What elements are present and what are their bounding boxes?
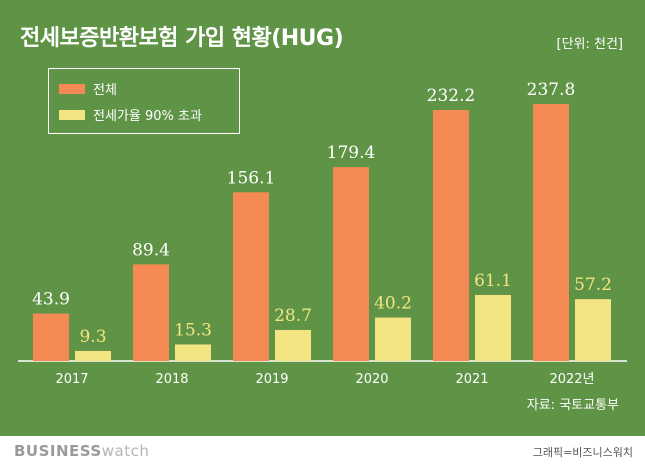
value-label-over90-5: 57.2 xyxy=(574,275,612,295)
bar-total-5 xyxy=(533,103,569,362)
bar-over90-4 xyxy=(475,294,511,361)
legend: 전체 전세가율 90% 초과 xyxy=(48,68,240,134)
bar-total-0 xyxy=(33,313,69,361)
bar-over90-3 xyxy=(375,317,411,361)
x-tick-label-0: 2017 xyxy=(55,372,88,387)
x-tick-label-1: 2018 xyxy=(155,372,188,387)
value-label-total-3: 179.4 xyxy=(327,143,376,163)
legend-label-over90: 전세가율 90% 초과 xyxy=(93,109,202,124)
value-label-total-5: 237.8 xyxy=(527,80,576,100)
bar-total-3 xyxy=(333,167,369,361)
brand-bold: BUSINESS xyxy=(14,442,102,460)
bar-over90-1 xyxy=(175,344,211,361)
bar-total-2 xyxy=(233,192,269,361)
brand-logo: BUSINESSwatch xyxy=(14,442,149,460)
footer: BUSINESSwatch 그래픽=비즈니스워치 xyxy=(0,436,645,465)
value-label-total-2: 156.1 xyxy=(227,168,276,188)
legend-item-total: 전체 xyxy=(59,79,117,98)
x-tick-label-4: 2021 xyxy=(455,372,488,387)
value-label-over90-3: 40.2 xyxy=(374,294,412,314)
unit-label: [단위: 천건] xyxy=(556,37,624,52)
value-label-over90-1: 15.3 xyxy=(174,320,212,340)
source-label: 자료: 국토교통부 xyxy=(526,398,619,413)
brand-light: watch xyxy=(101,442,150,460)
bar-over90-0 xyxy=(75,350,111,361)
bar-over90-2 xyxy=(275,329,311,361)
value-label-over90-4: 61.1 xyxy=(474,271,512,291)
legend-swatch-total xyxy=(59,83,85,94)
value-label-total-1: 89.4 xyxy=(132,240,170,260)
x-tick-label-2: 2019 xyxy=(255,372,288,387)
graphic-credit: 그래픽=비즈니스워치 xyxy=(532,446,633,459)
legend-swatch-over90 xyxy=(59,109,85,120)
bar-total-4 xyxy=(433,110,469,362)
value-label-over90-0: 9.3 xyxy=(79,327,106,347)
x-tick-label-3: 2020 xyxy=(355,372,388,387)
value-label-total-4: 232.2 xyxy=(427,86,476,106)
bar-over90-5 xyxy=(575,299,611,361)
chart-title: 전세보증반환보험 가입 현황(HUG) xyxy=(20,26,344,51)
x-tick-label-5: 2022년 xyxy=(549,372,594,387)
bar-chart: 43.9 9.3 2017 89.4 15.3 2018 156.1 28.7 2019 179.… xyxy=(18,80,627,387)
bar-total-1 xyxy=(133,264,169,361)
value-label-over90-2: 28.7 xyxy=(274,306,312,326)
legend-label-total: 전체 xyxy=(93,83,117,98)
value-label-total-0: 43.9 xyxy=(32,290,70,310)
legend-item-over90: 전세가율 90% 초과 xyxy=(59,105,202,124)
